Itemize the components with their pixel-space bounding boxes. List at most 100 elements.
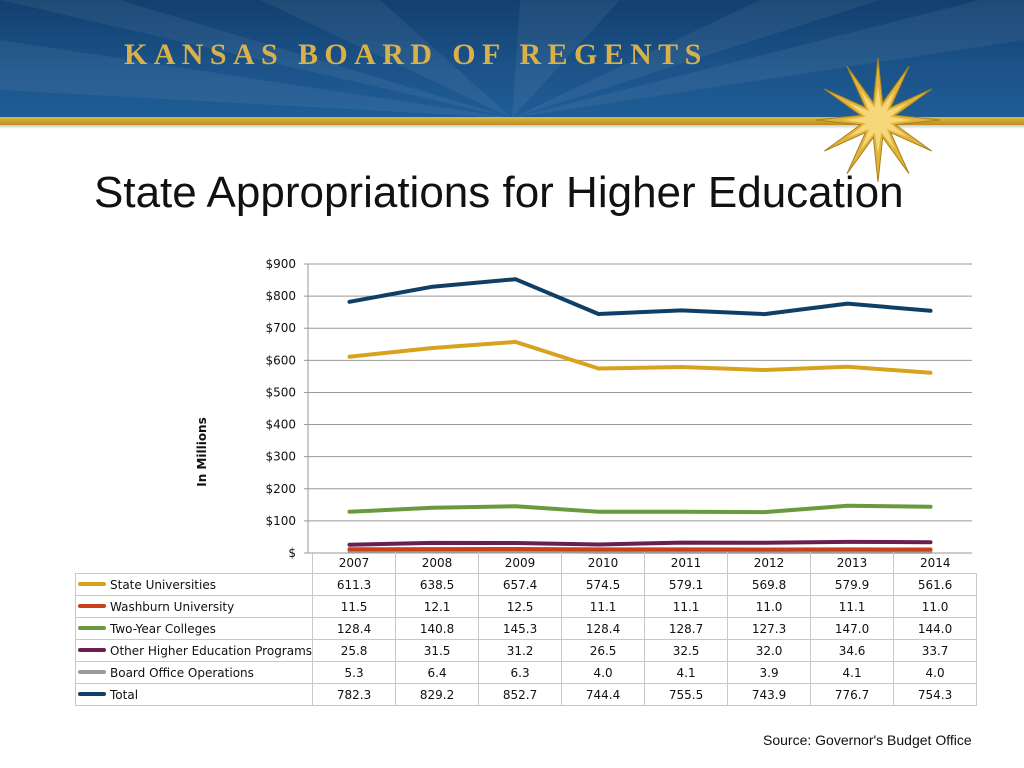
data-cell: 12.5	[478, 595, 563, 618]
table-row: Board Office Operations 5.3 6.4 6.3 4.0 4.1 3.…	[74, 661, 978, 684]
data-cell: 11.1	[561, 595, 646, 618]
data-cell: 11.1	[810, 595, 895, 618]
y-tick-label: $500	[265, 385, 296, 399]
series-line-other-higher-education-programs	[347, 539, 933, 547]
data-cell: 744.4	[561, 683, 646, 706]
gold-divider	[0, 117, 1024, 125]
x-category-label: 2012	[727, 552, 811, 574]
data-cell: 755.5	[644, 683, 729, 706]
data-cell: 579.1	[644, 573, 729, 596]
y-tick-label: $700	[265, 321, 296, 335]
data-cell: 4.1	[810, 661, 895, 684]
series-line-total	[347, 277, 933, 317]
table-row: Total 782.3 829.2 852.7 744.4 755.5 743.9 776.7…	[74, 683, 978, 706]
table-row: State Universities 611.3 638.5 657.4 574.5 57…	[74, 573, 978, 596]
data-cell: 11.5	[312, 595, 397, 618]
data-cell: 4.0	[893, 661, 978, 684]
data-cell: 140.8	[395, 617, 480, 640]
x-category-label: 2011	[644, 552, 728, 574]
data-cell: 11.1	[644, 595, 729, 618]
legend-entry: Two-Year Colleges	[74, 617, 314, 640]
data-cell: 25.8	[312, 639, 397, 662]
page-title: State Appropriations for Higher Educatio…	[94, 168, 904, 217]
data-cell: 4.0	[561, 661, 646, 684]
data-cell: 32.5	[644, 639, 729, 662]
data-cell: 754.3	[893, 683, 978, 706]
data-cell: 579.9	[810, 573, 895, 596]
x-category-label: 2013	[810, 552, 894, 574]
legend-entry: State Universities	[74, 573, 314, 596]
data-cell: 34.6	[810, 639, 895, 662]
legend-entry: Board Office Operations	[74, 661, 314, 684]
y-tick-label: $	[288, 546, 296, 560]
data-cell: 31.2	[478, 639, 563, 662]
series-line-two-year-colleges	[347, 503, 933, 515]
data-cell: 128.4	[561, 617, 646, 640]
legend-label: Two-Year Colleges	[110, 621, 216, 636]
x-category-label: 2014	[893, 552, 977, 574]
legend-label: Total	[110, 687, 139, 702]
legend-swatch	[78, 647, 106, 652]
table-row: Washburn University 11.5 12.1 12.5 11.1 11.1 1…	[74, 595, 978, 618]
legend-swatch	[78, 625, 106, 630]
data-table: 2007 2008 2009 2010 2011 2012 2013 2014 State Un…	[74, 552, 978, 706]
legend-label: Washburn University	[110, 599, 235, 614]
legend-swatch	[78, 603, 106, 608]
table-corner	[76, 552, 313, 574]
data-cell: 776.7	[810, 683, 895, 706]
legend-swatch	[78, 691, 106, 696]
data-cell: 11.0	[893, 595, 978, 618]
data-cell: 33.7	[893, 639, 978, 662]
data-cell: 638.5	[395, 573, 480, 596]
y-tick-label: $400	[265, 418, 296, 432]
y-tick-label: $200	[265, 482, 296, 496]
data-cell: 31.5	[395, 639, 480, 662]
divider-shadow	[0, 125, 1024, 129]
line-chart: $ $100 $200 $300 $400 $500 $600 $700 $800 $900 In…	[195, 257, 972, 560]
data-cell: 657.4	[478, 573, 563, 596]
y-tick-label: $900	[265, 257, 296, 271]
x-category-label: 2007	[312, 552, 396, 574]
series-line-state-universities	[347, 339, 933, 375]
y-tick-label: $300	[265, 450, 296, 464]
y-tick-label: $100	[265, 514, 296, 528]
data-cell: 852.7	[478, 683, 563, 706]
data-cell: 5.3	[312, 661, 397, 684]
data-cell: 829.2	[395, 683, 480, 706]
star-logo-icon	[815, 57, 941, 183]
data-cell: 743.9	[727, 683, 812, 706]
data-cell: 561.6	[893, 573, 978, 596]
y-tick-label: $800	[265, 289, 296, 303]
data-cell: 4.1	[644, 661, 729, 684]
banner-rays-decoration	[0, 0, 1024, 118]
data-cell: 26.5	[561, 639, 646, 662]
x-category-label: 2009	[478, 552, 562, 574]
table-row: Other Higher Education Programs 25.8 31.5 3…	[74, 639, 978, 662]
data-cell: 6.4	[395, 661, 480, 684]
data-cell: 147.0	[810, 617, 895, 640]
banner-title: KANSAS BOARD OF REGENTS	[124, 38, 708, 71]
x-category-label: 2008	[395, 552, 479, 574]
data-cell: 11.0	[727, 595, 812, 618]
data-cell: 12.1	[395, 595, 480, 618]
legend-label: Other Higher Education Programs	[110, 643, 313, 658]
header-banner: KANSAS BOARD OF REGENTS	[0, 0, 1024, 118]
legend-entry: Other Higher Education Programs	[74, 639, 314, 662]
legend-swatch	[78, 581, 106, 586]
series-line-washburn-university	[347, 547, 933, 552]
legend-entry: Washburn University	[74, 595, 314, 618]
data-cell: 6.3	[478, 661, 563, 684]
table-row: Two-Year Colleges 128.4 140.8 145.3 128.4 128…	[74, 617, 978, 640]
legend-label: State Universities	[110, 577, 216, 592]
data-cell: 128.4	[312, 617, 397, 640]
table-header-row: 2007 2008 2009 2010 2011 2012 2013 2014	[76, 552, 977, 574]
data-cell: 782.3	[312, 683, 397, 706]
source-note: Source: Governor's Budget Office	[763, 732, 972, 748]
y-axis-ticks: $ $100 $200 $300 $400 $500 $600 $700 $800 $900	[265, 257, 309, 560]
legend-entry: Total	[74, 683, 314, 706]
data-cell: 32.0	[727, 639, 812, 662]
data-cell: 127.3	[727, 617, 812, 640]
x-category-label: 2010	[561, 552, 645, 574]
y-axis-label: In Millions	[195, 417, 209, 487]
data-cell: 569.8	[727, 573, 812, 596]
